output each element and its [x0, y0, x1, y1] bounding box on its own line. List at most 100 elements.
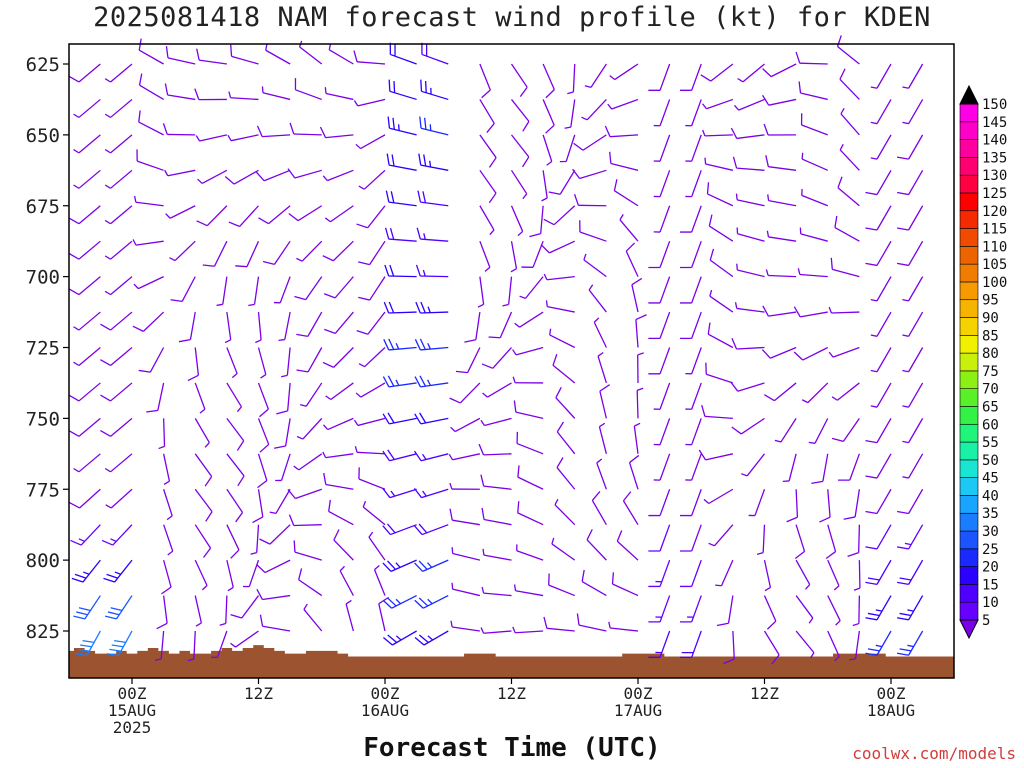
wind-barb	[704, 157, 734, 171]
wind-barb	[169, 240, 196, 262]
wind-barb	[226, 453, 245, 487]
wind-barb	[542, 63, 555, 99]
wind-barb	[902, 276, 924, 302]
wind-barb	[795, 51, 828, 65]
wind-barb	[194, 453, 213, 487]
colorbar-label: 30	[982, 524, 999, 540]
wind-barb	[741, 453, 766, 477]
colorbar-label: 25	[982, 542, 999, 558]
colorbar-bin	[959, 228, 979, 247]
wind-barb	[421, 42, 449, 65]
colorbar-label: 40	[982, 488, 999, 504]
wind-barb	[228, 91, 259, 101]
wind-barb	[762, 63, 797, 78]
wind-barb	[383, 301, 417, 314]
wind-barb	[763, 559, 772, 592]
colorbar-label: 135	[982, 150, 1007, 166]
wind-barb	[196, 205, 228, 227]
wind-barb	[164, 169, 196, 177]
x-tick-label: 2025	[113, 718, 152, 737]
wind-barb	[521, 240, 544, 268]
wind-barb	[543, 205, 576, 226]
colorbar-label: 10	[982, 595, 999, 611]
wind-barb	[187, 630, 196, 662]
wind-barb	[418, 153, 449, 171]
wind-barb	[242, 559, 260, 588]
wind-barb	[154, 630, 165, 661]
wind-barb	[653, 382, 671, 410]
wind-barb	[71, 559, 101, 583]
wind-barb	[512, 346, 544, 356]
wind-barb	[165, 46, 196, 65]
wind-barb	[734, 302, 765, 313]
wind-barb	[628, 454, 640, 490]
wind-barb	[608, 621, 639, 632]
wind-barb	[211, 630, 228, 659]
wind-barb	[685, 382, 702, 410]
wind-barb	[611, 572, 639, 597]
colorbar-bin	[959, 299, 979, 318]
wind-barb	[836, 35, 860, 65]
wind-barb	[865, 524, 892, 550]
wind-barb	[736, 227, 765, 242]
wind-barb	[616, 530, 639, 561]
wind-barb	[819, 489, 831, 523]
wind-barb	[265, 43, 291, 65]
wind-barb	[581, 98, 607, 121]
source-credit: coolwx.com/models	[852, 744, 1016, 763]
wind-barb	[373, 565, 386, 596]
wind-barb	[847, 524, 861, 558]
colorbar-bin	[959, 317, 979, 336]
wind-barb	[328, 499, 354, 526]
wind-barb	[294, 78, 322, 101]
wind-barb	[482, 382, 512, 398]
wind-barb	[450, 417, 481, 433]
wind-barb	[328, 43, 354, 65]
wind-barb	[68, 276, 101, 296]
y-tick-label: 700	[26, 267, 60, 289]
wind-barb	[516, 544, 544, 561]
wind-barb	[763, 123, 797, 136]
wind-barb	[275, 453, 291, 482]
wind-barb	[827, 595, 841, 626]
wind-barb	[865, 418, 892, 444]
wind-barb	[542, 99, 555, 134]
wind-barb	[838, 453, 860, 481]
wind-barb	[765, 155, 797, 171]
wind-barb	[219, 595, 228, 626]
wind-barb	[257, 453, 268, 489]
wind-barb	[653, 453, 671, 481]
colorbar-bin	[959, 548, 979, 567]
wind-barb	[414, 594, 449, 609]
wind-barb	[763, 630, 780, 665]
wind-barb	[296, 311, 323, 338]
wind-barb	[165, 205, 196, 219]
colorbar-label: 145	[982, 115, 1007, 131]
wind-barb	[68, 417, 101, 437]
wind-barb	[382, 559, 417, 572]
wind-barb	[414, 630, 449, 646]
wind-barb	[322, 451, 354, 459]
wind-barb	[358, 169, 386, 190]
wind-barb	[104, 169, 133, 189]
x-tick-label: 00Z	[624, 684, 653, 703]
wind-barb	[510, 134, 530, 168]
wind-barb	[255, 169, 291, 182]
colorbar-label: 45	[982, 471, 999, 487]
wind-barb	[451, 547, 481, 561]
wind-barb	[464, 311, 481, 343]
wind-barb	[545, 300, 575, 313]
wind-barb	[837, 176, 860, 207]
wind-barb	[138, 347, 165, 373]
colorbar-bin	[959, 495, 979, 514]
wind-barb	[194, 88, 227, 101]
wind-barb	[902, 99, 924, 125]
colorbar-bin	[959, 477, 979, 496]
colorbar-bin	[959, 192, 979, 212]
wind-barb	[801, 189, 828, 207]
wind-barb	[865, 595, 892, 621]
wind-barb	[382, 375, 417, 388]
wind-barb	[194, 559, 208, 591]
wind-barb	[548, 573, 575, 597]
wind-barb	[516, 431, 544, 455]
